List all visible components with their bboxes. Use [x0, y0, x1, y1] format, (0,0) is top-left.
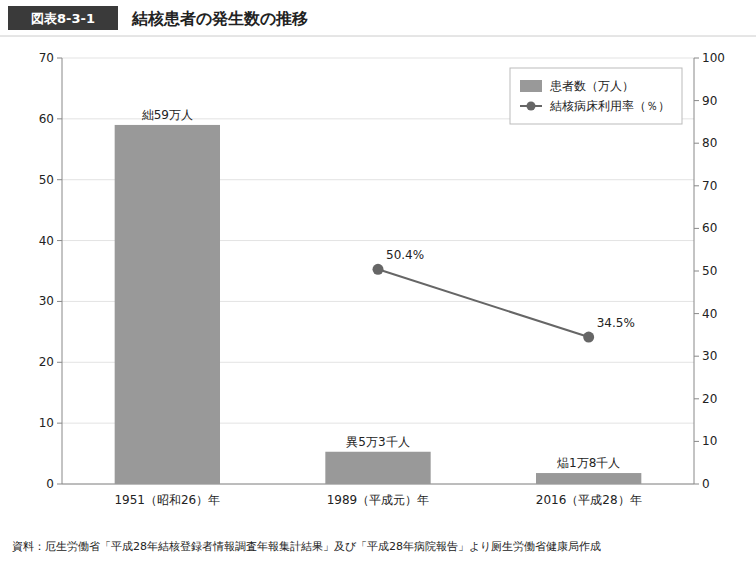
tick-label: 20 [39, 355, 54, 369]
tick-mark [694, 313, 699, 314]
tick-label: 40 [39, 234, 54, 248]
legend-swatch [520, 80, 542, 92]
title: 結核患者の発生数の推移 [131, 9, 308, 28]
category-label: 1989（平成元）年 [327, 493, 430, 507]
grid-line [62, 58, 694, 59]
source-note: 資料：厄生労働省「平成28年結核登録者情報調査年報集計結果」及び「平成28年病院… [12, 540, 601, 553]
tick-label: 60 [39, 112, 54, 126]
tick-label: 0 [702, 477, 710, 491]
tick-label: 70 [702, 179, 717, 193]
tick-mark [694, 271, 699, 272]
tick-mark [57, 179, 62, 180]
chart: 図表8-3-1 結核患者の発生数の推移 0 10 20 30 40 50 60 70 0 10 20 30… [0, 0, 756, 564]
tick-mark [694, 484, 699, 485]
tick-mark [694, 398, 699, 399]
data-label: 煰1万8千人 [557, 456, 620, 470]
axis-line [62, 58, 63, 484]
tick-mark [57, 484, 62, 485]
legend-box [510, 68, 682, 124]
tick-mark [694, 143, 699, 144]
tick-label: 100 [702, 51, 725, 65]
line-marker [583, 332, 594, 343]
line [378, 269, 589, 337]
tick-label: 70 [39, 51, 54, 65]
tick-mark [57, 118, 62, 119]
data-label: 50.4% [386, 248, 424, 262]
tick-mark [694, 185, 699, 186]
header-rule [0, 36, 756, 37]
tick-mark [694, 228, 699, 229]
tick-mark [57, 423, 62, 424]
marks [115, 125, 642, 484]
line-marker [373, 264, 384, 275]
bar [536, 473, 641, 484]
tick-label: 20 [702, 392, 717, 406]
figure-label: 図表8-3-1 [31, 11, 95, 26]
tick-label: 40 [702, 307, 717, 321]
tick-label: 90 [702, 94, 717, 108]
tick-mark [57, 240, 62, 241]
tick-label: 80 [702, 136, 717, 150]
data-label: 34.5% [597, 316, 635, 330]
tick-label: 30 [702, 349, 717, 363]
tick-mark [57, 362, 62, 363]
tick-label: 10 [39, 416, 54, 430]
tick-label: 10 [702, 434, 717, 448]
header-box [8, 6, 118, 30]
legend: 患者数（万人） 結核病床利用率（％） [510, 68, 682, 124]
legend-label: 患者数（万人） [549, 79, 634, 93]
data-label: 絀59万人 [141, 108, 193, 122]
tick-mark [57, 301, 62, 302]
axis-line [694, 58, 695, 484]
tick-label: 30 [39, 294, 54, 308]
bar [115, 125, 220, 484]
tick-mark [694, 356, 699, 357]
legend-label: 結核病床利用率（％） [549, 99, 670, 113]
data-labels: 絀59万人異5万3千人煰1万8千人 50.4% 34.5% [141, 108, 635, 470]
category-label: 2016（平成28）年 [536, 493, 642, 507]
data-label: 異5万3千人 [346, 435, 409, 449]
tick-mark [694, 441, 699, 442]
header: 図表8-3-1 結核患者の発生数の推移 [0, 6, 756, 36]
axes: 0 10 20 30 40 50 60 70 0 10 20 30 40 50 60 70 80 90 100 195… [39, 51, 725, 507]
tick-mark [57, 58, 62, 59]
tick-label: 50 [702, 264, 717, 278]
category-label: 1951（昭和26）年 [114, 493, 220, 507]
tick-label: 50 [39, 173, 54, 187]
tick-label: 60 [702, 221, 717, 235]
tick-mark [694, 58, 699, 59]
bar [325, 452, 430, 484]
tick-label: 0 [46, 477, 54, 491]
tick-mark [694, 100, 699, 101]
legend-swatch [527, 102, 536, 111]
